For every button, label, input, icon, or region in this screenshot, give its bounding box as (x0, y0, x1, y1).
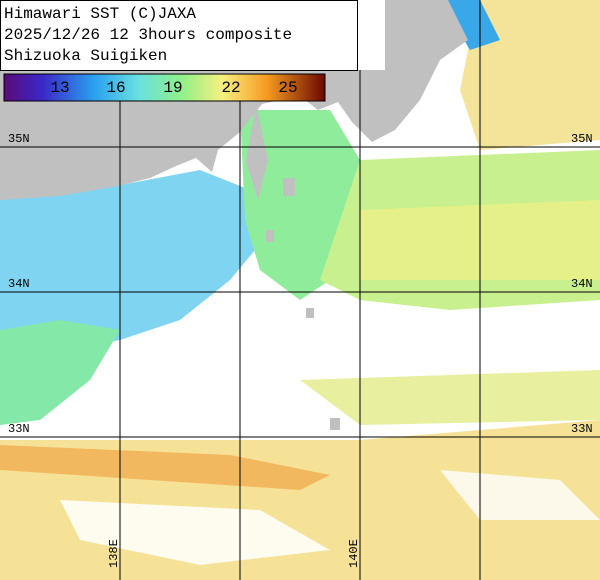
izu-peninsula (246, 104, 268, 200)
lat-label: 33N (571, 422, 593, 436)
header-line: Shizuoka Suigiken (4, 47, 167, 65)
island (330, 418, 340, 430)
cold-water (440, 0, 500, 50)
island (306, 308, 314, 318)
warm-band (0, 445, 330, 490)
island (283, 178, 295, 196)
colorbar-label: 22 (221, 79, 240, 97)
cool-water (0, 170, 255, 360)
colorbar-label: 13 (50, 79, 69, 97)
yellow-water (300, 370, 600, 425)
colorbar-label: 19 (163, 79, 182, 97)
lat-label: 34N (8, 277, 30, 291)
lon-label: 140E (347, 539, 361, 568)
colorbar (3, 73, 326, 102)
colorbar-label: 25 (278, 79, 297, 97)
header-line: Himawari SST (C)JAXA (4, 5, 196, 23)
island (266, 230, 274, 242)
header-line: 2025/12/26 12 3hours composite (4, 26, 292, 44)
cloud (60, 500, 330, 565)
warm-water (400, 0, 600, 150)
lat-label: 35N (571, 132, 593, 146)
lat-label: 35N (8, 132, 30, 146)
lat-label: 34N (571, 277, 593, 291)
header-box (0, 0, 358, 71)
green-water (0, 320, 120, 425)
lat-label: 33N (8, 422, 30, 436)
colorbar-label: 16 (106, 79, 125, 97)
lon-label: 138E (107, 539, 121, 568)
